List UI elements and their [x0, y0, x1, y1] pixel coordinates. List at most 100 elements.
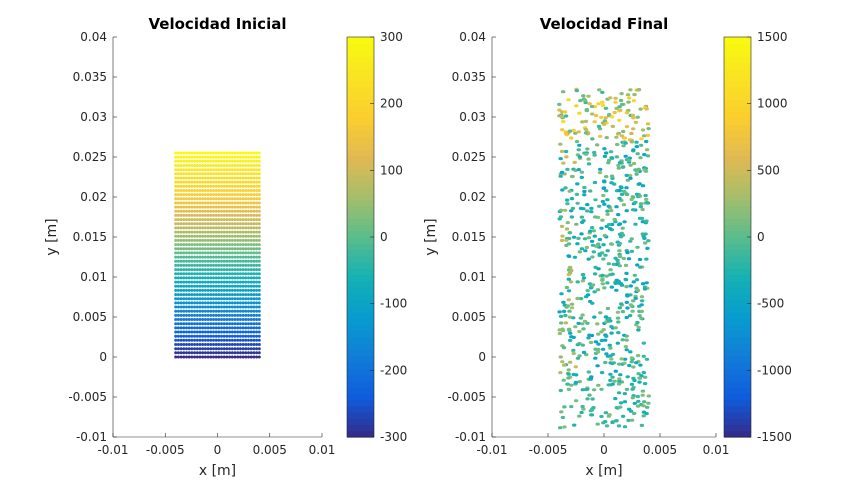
particle-point [179, 355, 183, 359]
particle-point [574, 104, 579, 108]
particle-point [185, 159, 188, 163]
particle-point [588, 229, 593, 233]
particle-point [624, 285, 629, 289]
particle-point [217, 230, 221, 234]
particle-point [233, 288, 237, 292]
particle-point [187, 193, 191, 197]
particle-point [179, 309, 183, 313]
particle-point [217, 330, 221, 334]
particle-point [615, 316, 621, 320]
particle-point [195, 251, 199, 255]
particle-point [185, 309, 188, 313]
particle-point [203, 251, 207, 255]
particle-point [190, 293, 194, 297]
particle-point [220, 309, 223, 313]
particle-point [236, 159, 240, 163]
particle-point [209, 230, 213, 234]
particle-point [238, 338, 242, 342]
particle-point [193, 326, 197, 330]
colorbar-segment [347, 280, 374, 288]
particle-point [203, 293, 207, 297]
particle-point [203, 276, 207, 280]
particle-point [212, 218, 215, 222]
particle-point [212, 309, 215, 313]
particle-point [257, 351, 261, 355]
particle-point [238, 247, 242, 251]
particle-point [241, 326, 245, 330]
particle-point [206, 164, 210, 167]
particle-point [626, 108, 631, 112]
particle-point [634, 172, 639, 176]
particle-point [614, 205, 619, 209]
particle-point [182, 355, 186, 359]
particle-point [228, 197, 232, 201]
particle-point [247, 263, 250, 267]
particle-point [645, 246, 650, 250]
particle-point [182, 259, 186, 263]
particle-point [201, 205, 205, 209]
particle-point [222, 209, 226, 213]
particle-point [574, 140, 580, 144]
particle-point [613, 281, 618, 285]
particle-point [559, 170, 565, 174]
colorbar-segment [724, 130, 751, 138]
particle-point [214, 247, 218, 251]
particle-point [228, 164, 232, 167]
particle-point [249, 276, 253, 280]
particle-point [182, 247, 186, 251]
colorbar-segment [347, 205, 374, 213]
particle-point [195, 172, 199, 176]
particle-point [201, 272, 205, 276]
particle-point [596, 383, 601, 387]
particle-point [559, 238, 565, 243]
particle-point [190, 176, 194, 180]
particle-point [225, 255, 229, 259]
particle-point [206, 288, 210, 292]
particle-point [257, 276, 261, 280]
particle-point [252, 168, 256, 172]
particle-point [257, 301, 261, 305]
particle-point [626, 158, 632, 163]
colorbar-segment [724, 37, 751, 44]
particle-point [247, 151, 250, 155]
particle-point [206, 272, 210, 276]
particle-point [567, 189, 572, 193]
particle-point [619, 357, 624, 361]
particle-point [198, 193, 202, 197]
particle-point [566, 273, 571, 277]
particle-point [203, 280, 207, 284]
particle-point [198, 205, 202, 209]
particle-point [233, 180, 237, 184]
particle-point [187, 330, 191, 334]
particle-point [249, 255, 253, 259]
particle-point [247, 313, 250, 317]
particle-point [179, 259, 183, 263]
particle-point [195, 347, 199, 351]
particle-point [585, 289, 590, 293]
particle-point [635, 263, 640, 267]
particle-point [252, 343, 256, 346]
particle-point [225, 330, 229, 334]
particle-point [639, 137, 644, 141]
particle-point [176, 197, 180, 201]
particle-point [249, 213, 253, 217]
particle-point [646, 239, 651, 243]
particle-point [249, 280, 253, 284]
colorbar-segment [347, 199, 374, 207]
particle-point [182, 313, 186, 317]
particle-point [222, 213, 226, 217]
particle-point [212, 330, 215, 334]
particle-point [604, 352, 609, 356]
particle-point [179, 347, 183, 351]
particle-point [193, 251, 197, 255]
particle-point [201, 338, 205, 342]
particle-point [214, 168, 218, 172]
particle-point [225, 193, 229, 197]
particle-point [646, 394, 651, 398]
particle-point [233, 247, 237, 251]
particle-point [228, 313, 232, 317]
particle-point [241, 284, 245, 288]
particle-point [594, 244, 599, 248]
particle-point [601, 257, 606, 261]
particle-point [201, 251, 205, 255]
